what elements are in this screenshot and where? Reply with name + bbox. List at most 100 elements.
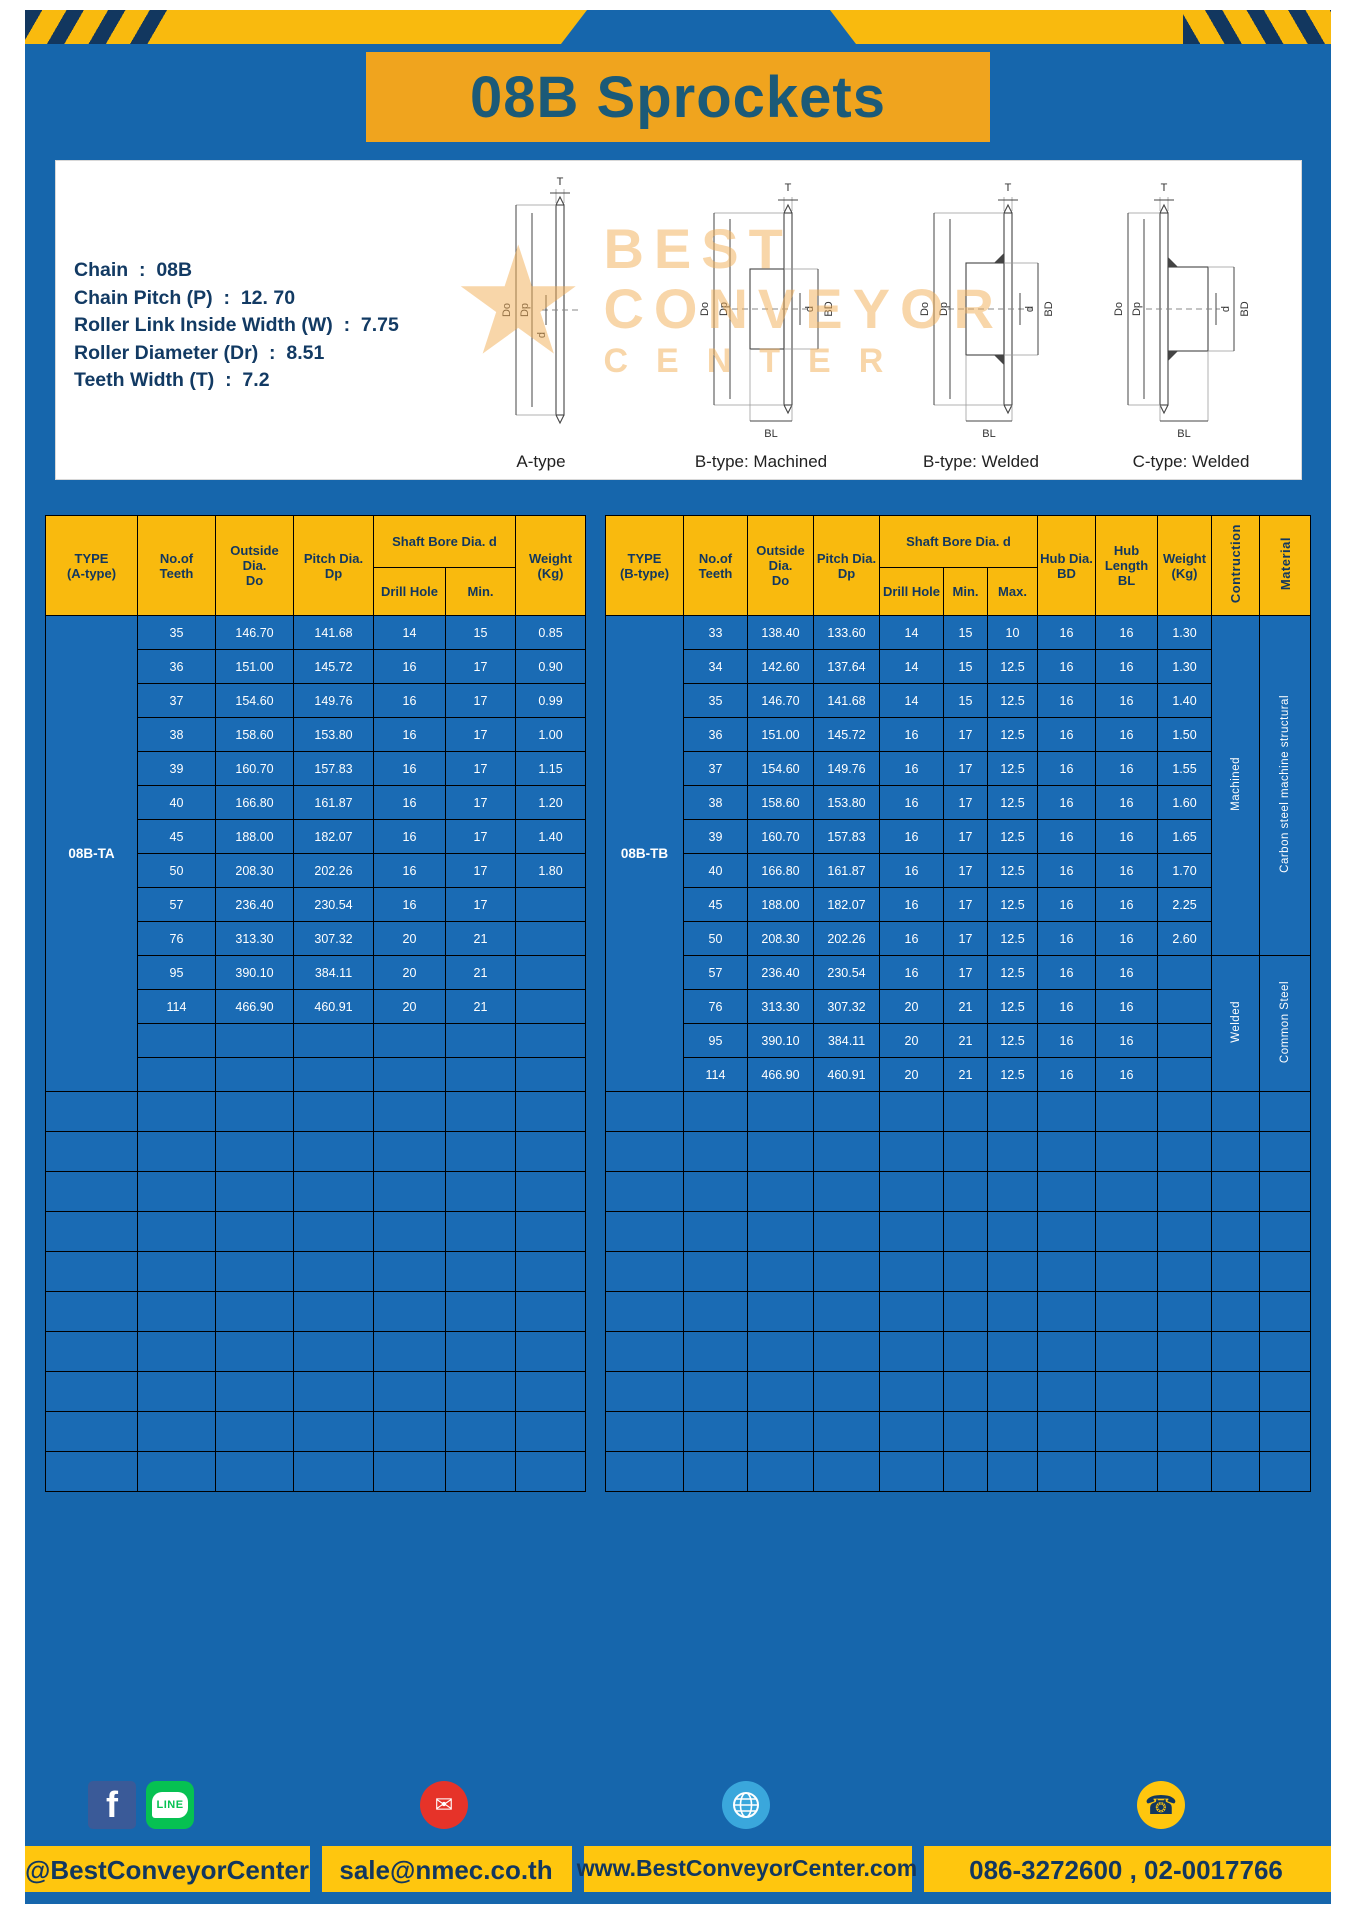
table-cell: 15 [445,615,516,650]
table-cell: 16 [879,921,944,956]
table-cell: 16 [373,649,446,684]
table-cell: 37 [137,683,216,718]
table-row: 40 166.80 161.87 16 17 1.20 [46,785,586,820]
table-cell [515,1057,586,1092]
footer-website[interactable]: www.BestConveyorCenter.com [576,1855,918,1881]
footer-phone-numbers[interactable]: 086-3272600 , 02-0017766 [969,1855,1283,1885]
table-cell [215,1291,294,1332]
table-cell: 16 [1037,853,1096,888]
table-cell: 16 [1095,921,1158,956]
table-cell [1037,1291,1096,1332]
table-cell [293,1171,374,1212]
table-cell [445,1411,516,1452]
table-cell [747,1371,814,1412]
table-cell: 16 [373,751,446,786]
table-cell: 154.60 [747,751,814,786]
table-cell: 460.91 [293,989,374,1024]
line-app-icon[interactable]: LINE [146,1781,194,1829]
table-cell: 40 [683,853,748,888]
table-cell [813,1091,880,1132]
table-cell: 16 [373,717,446,752]
table-cell: 12.5 [987,785,1038,820]
c-type-welded-drawing: T Do Dp d BD BL [1113,182,1251,440]
table-cell: 16 [1095,955,1158,990]
table-cell [683,1171,748,1212]
table-cell: 20 [879,1023,944,1058]
table-row: 37 154.60 149.76 16 17 12.5 16 16 1.55 [606,751,1311,786]
table-cell [987,1371,1038,1412]
table-cell [445,1451,516,1492]
table-cell [515,1371,586,1412]
table-cell: 0.85 [515,615,586,650]
table-cell [515,1411,586,1452]
table-cell: 16 [1095,751,1158,786]
table-cell [373,1023,446,1058]
table-cell [605,1211,684,1252]
table-row: 57 236.40 230.54 16 17 [46,887,586,922]
table-cell: 14 [373,615,446,650]
table-cell: 16 [879,785,944,820]
table-cell [293,1023,374,1058]
table-cell: 12.5 [987,887,1038,922]
table-cell: 182.07 [293,819,374,854]
table-cell [215,1251,294,1292]
table-cell [943,1371,988,1412]
table-cell: 20 [373,921,446,956]
table-cell [445,1331,516,1372]
table-cell [683,1371,748,1412]
svg-text:BD: BD [823,301,835,316]
material-cell: Carbon steel machine structural [1259,615,1311,956]
phone-icon[interactable]: ☎ [1137,1781,1185,1829]
table-cell: 146.70 [215,615,294,650]
table-cell [1157,1057,1212,1092]
table-cell: 390.10 [747,1023,814,1058]
footer-email[interactable]: sale@nmec.co.th [339,1855,553,1885]
globe-icon[interactable] [722,1781,770,1829]
spec-chain-pitch: Chain Pitch (P) : 12. 70 [74,286,296,309]
table-cell: 146.70 [747,683,814,718]
email-icon[interactable]: ✉ [420,1781,468,1829]
table-cell: 17 [445,785,516,820]
empty-row [605,1211,1311,1252]
table-cell [1037,1211,1096,1252]
table-cell: 21 [943,1057,988,1092]
table-cell [813,1131,880,1172]
svg-text:Do: Do [919,302,931,316]
table-cell [1157,1023,1212,1058]
footer-social-handle[interactable]: @BestConveyorCenter [25,1855,309,1885]
material-cell-label: Common Steel [1279,980,1291,1064]
table-cell: 151.00 [747,717,814,752]
table-cell [683,1211,748,1252]
table-cell: 313.30 [215,921,294,956]
c-type-welded-caption: C-type: Welded [1132,452,1250,471]
table-cell: 149.76 [293,683,374,718]
svg-text:Dp: Dp [938,302,950,316]
table-cell: 1.50 [1157,717,1212,752]
table-cell: 16 [1037,1057,1096,1092]
table-cell: 0.90 [515,649,586,684]
table-cell [987,1331,1038,1372]
table-cell: 236.40 [215,887,294,922]
table-cell [515,989,586,1024]
table-cell: 1.60 [1157,785,1212,820]
table-cell [943,1331,988,1372]
table-cell: 114 [683,1057,748,1092]
table-cell: 12.5 [987,717,1038,752]
table-cell: 16 [879,717,944,752]
table-row: 08B-TA 35 146.70 141.68 14 15 0.85 [45,615,586,1092]
table-cell [137,1171,216,1212]
empty-row [45,1171,586,1212]
facebook-icon[interactable]: f [88,1781,136,1829]
sprocket-table-b-type: TYPE (B-type) No.of Teeth Outside Dia. D… [605,515,1311,1492]
table-cell [747,1291,814,1332]
table-cell [373,1331,446,1372]
table-cell [373,1091,446,1132]
table-cell [293,1131,374,1172]
table-cell: 188.00 [215,819,294,854]
table-row: 76 313.30 307.32 20 21 [46,921,586,956]
table-cell [987,1451,1038,1492]
table-cell: 16 [879,751,944,786]
table-cell [943,1251,988,1292]
svg-text:Do: Do [501,303,513,317]
table-cell [45,1211,138,1252]
